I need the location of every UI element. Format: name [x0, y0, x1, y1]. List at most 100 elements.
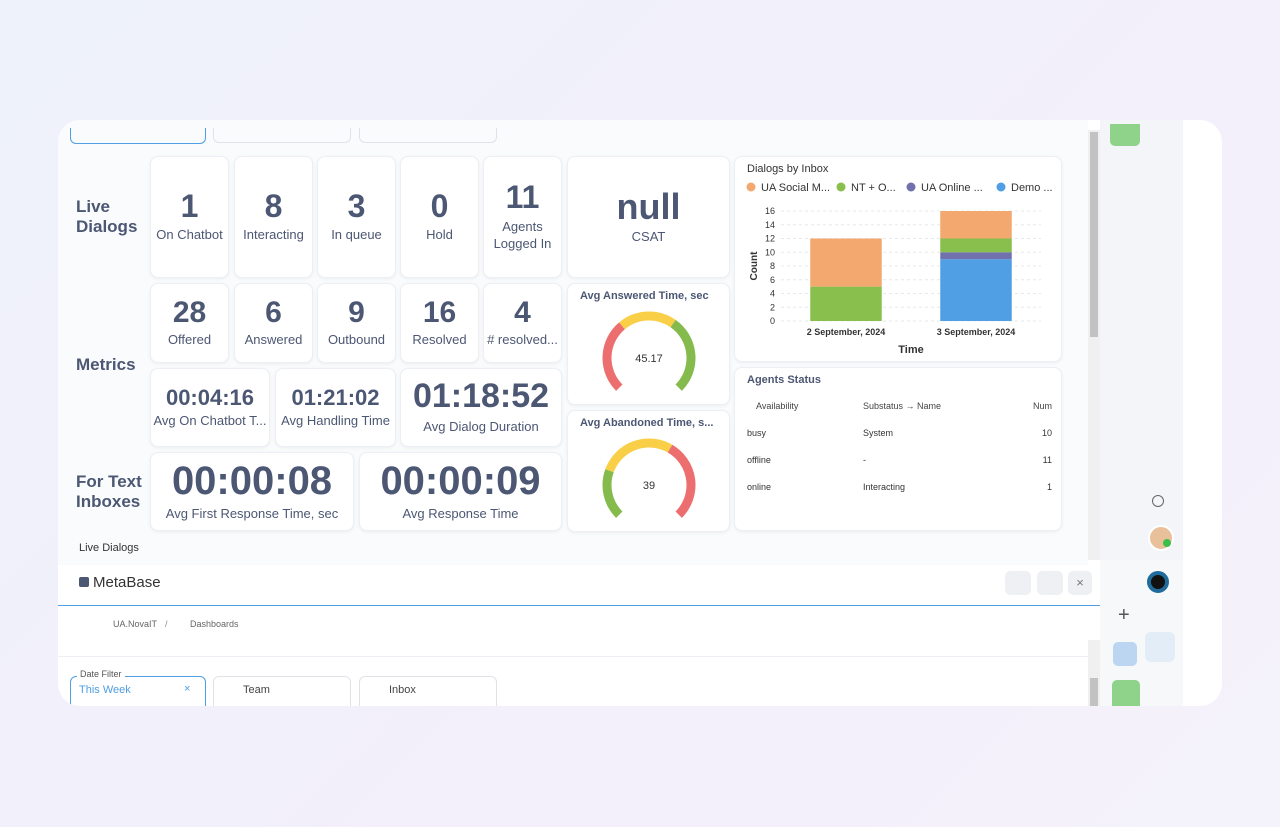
y-tick-label: 10: [765, 247, 775, 257]
close-button[interactable]: ×: [1068, 571, 1092, 595]
nav-icon[interactable]: [1145, 632, 1175, 662]
column-header: Availability: [756, 401, 799, 411]
tile-value: 00:04:16: [165, 384, 255, 410]
tile-value: 6: [265, 295, 282, 329]
scrollbar: [1088, 130, 1100, 560]
table-cell: Interacting: [863, 482, 906, 492]
bar-segment: [810, 286, 882, 321]
tile-label: Avg First Response Time, sec: [165, 506, 339, 522]
gauge-title: Avg Abandoned Time, s...: [580, 417, 714, 429]
nav-icon[interactable]: [1113, 642, 1137, 666]
date-filter[interactable]: [70, 676, 206, 706]
tab-label[interactable]: Live Dialogs: [79, 542, 139, 554]
gauge-arc: [670, 319, 696, 391]
gauge-card: Avg Answered Time, sec 45.17: [567, 283, 730, 405]
app-logo: [79, 577, 89, 587]
gauge: 39: [602, 438, 696, 518]
tile-value: 0: [430, 187, 449, 224]
tile-label: Avg On Chatbot T...: [153, 412, 267, 428]
tile-label: In queue: [331, 227, 382, 243]
column-header: Num: [1032, 401, 1052, 411]
plus-icon[interactable]: +: [1118, 604, 1130, 626]
gauge-arc: [605, 438, 673, 473]
scrollbar: [1088, 640, 1100, 706]
filter-clear[interactable]: ×: [184, 683, 191, 695]
tile-value: 3: [347, 187, 366, 224]
divider: [58, 656, 1088, 657]
legend-label: Demo ...: [1011, 182, 1053, 194]
gauge: 45.17: [602, 311, 696, 391]
x-axis-label: Time: [898, 344, 923, 356]
tile-value: 01:18:52: [412, 377, 550, 416]
filter-name: Team: [243, 684, 270, 696]
gauge-title: Avg Answered Time, sec: [580, 290, 709, 302]
breadcrumb-item[interactable]: UA.NovaIT: [113, 619, 158, 629]
tile: 16 Resolved: [400, 283, 479, 363]
tile-label: Hold: [426, 227, 453, 243]
tile-value: 9: [348, 295, 365, 329]
bar-segment: [810, 238, 882, 287]
y-tick-label: 0: [770, 316, 775, 326]
tile-value: 28: [172, 295, 207, 329]
filter-name: Inbox: [389, 684, 416, 696]
table-cell: 1: [1046, 482, 1052, 492]
y-tick-label: 16: [765, 206, 775, 216]
sidebar: [1100, 120, 1183, 560]
legend-label: UA Online ...: [921, 182, 983, 194]
tile-label: CSAT: [631, 229, 666, 245]
tile-label: Agents Logged In: [493, 218, 552, 251]
nav-icon[interactable]: [1112, 680, 1140, 706]
chart: Dialogs by Inbox UA Social M... NT + O... U…: [746, 163, 1053, 356]
toolbar-button[interactable]: [1005, 571, 1031, 595]
tile-value: 16: [422, 295, 457, 329]
tile-value: 4: [514, 295, 531, 329]
sidebar-icon[interactable]: [1110, 124, 1140, 146]
filter-value[interactable]: This Week: [79, 684, 131, 696]
x-tick-label: 2 September, 2024: [807, 327, 886, 337]
tile-label: On Chatbot: [156, 227, 223, 243]
gauge-card: Avg Abandoned Time, s... 39: [567, 410, 730, 532]
section-label: Live Dialogs: [76, 197, 138, 236]
tile-value: 00:00:08: [171, 459, 333, 504]
gauge-arc: [667, 444, 696, 518]
table-cell: 11: [1042, 455, 1052, 465]
table-cell: offline: [747, 455, 771, 465]
tile-value: null: [616, 185, 681, 227]
inbox-filter[interactable]: [359, 676, 497, 706]
bar-segment: [940, 211, 1012, 239]
cut-filter: [213, 128, 351, 143]
table-cell: 10: [1041, 428, 1052, 438]
column-header: Substatus → Name: [863, 401, 942, 411]
tile-label: # resolved...: [487, 332, 558, 348]
team-filter[interactable]: [213, 676, 351, 706]
tile: 01:21:02 Avg Handling Time: [275, 368, 396, 447]
breadcrumb-item[interactable]: Dashboards: [190, 619, 239, 629]
section-label: For Text Inboxes: [76, 472, 142, 511]
legend-label: NT + O...: [851, 182, 896, 194]
tile: 1 On Chatbot: [150, 156, 229, 278]
tile-value: 01:21:02: [291, 384, 380, 410]
tile: 00:00:09 Avg Response Time: [359, 452, 562, 531]
bar-segment: [940, 252, 1012, 260]
gauge-value: 45.17: [635, 353, 663, 365]
tile-label: Resolved: [412, 332, 467, 348]
toolbar-button[interactable]: [1037, 571, 1063, 595]
tile: 3 In queue: [317, 156, 396, 278]
help-icon[interactable]: [1152, 495, 1164, 507]
gauge-arc: [602, 469, 623, 518]
y-tick-label: 6: [770, 275, 775, 285]
x-tick-label: 3 September, 2024: [937, 327, 1016, 337]
tile-value: 1: [180, 187, 199, 224]
bar-segment: [940, 238, 1012, 253]
brand-icon[interactable]: [1147, 571, 1169, 593]
filter-label: Date Filter: [77, 669, 125, 679]
tile: 6 Answered: [234, 283, 313, 363]
y-tick-label: 12: [765, 234, 775, 244]
y-axis-label: Count: [749, 251, 760, 281]
tile-label: Avg Dialog Duration: [423, 418, 539, 434]
tile: 00:00:08 Avg First Response Time, sec: [150, 452, 354, 531]
table-title: Agents Status: [747, 374, 821, 386]
tile: 11 Agents Logged In: [483, 156, 562, 278]
section-label: Metrics: [76, 355, 136, 374]
avatar[interactable]: [1148, 525, 1174, 551]
